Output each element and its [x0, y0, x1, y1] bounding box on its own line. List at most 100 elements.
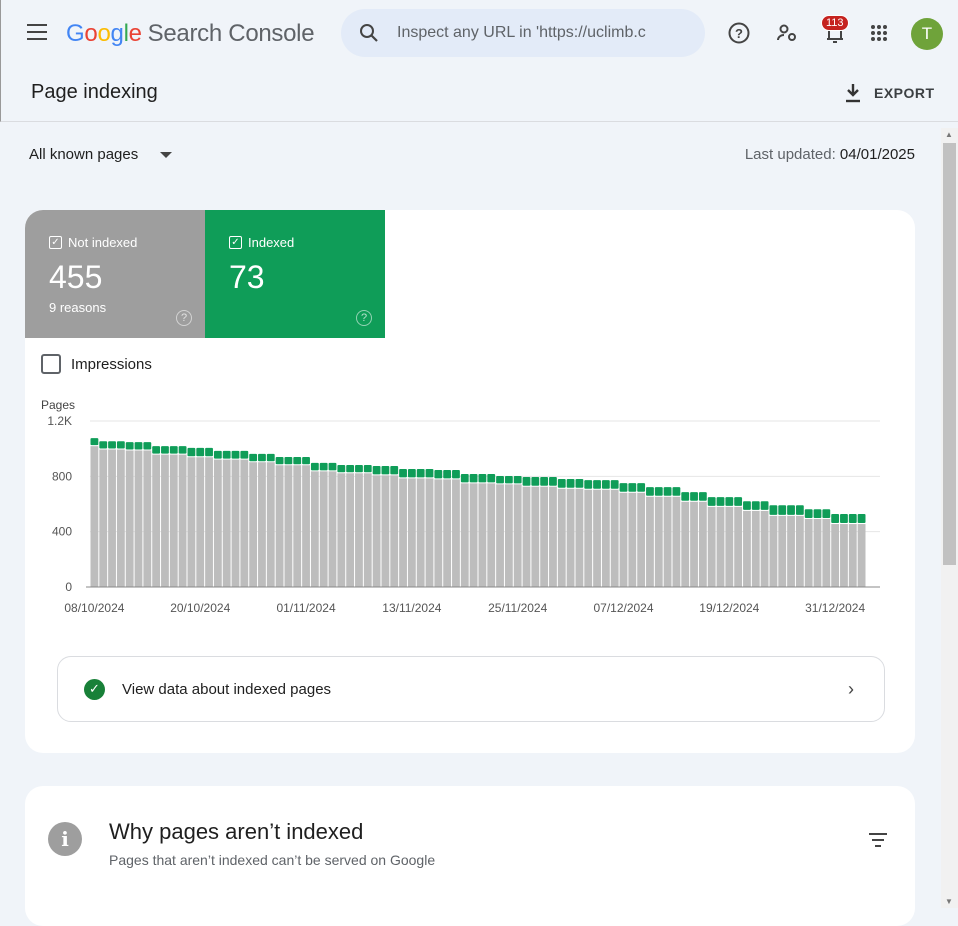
main-menu-icon[interactable] — [27, 24, 47, 40]
not-indexed-reasons: 9 reasons — [49, 300, 107, 315]
export-button[interactable]: EXPORT — [844, 83, 935, 103]
page-header: Page indexing EXPORT — [0, 68, 958, 122]
download-icon — [846, 84, 860, 103]
x-tick-label: 25/11/2024 — [488, 601, 547, 615]
bar-indexed — [407, 469, 416, 478]
bar-indexed — [434, 469, 443, 479]
bar-indexed — [646, 487, 654, 496]
scrollbar-thumb[interactable] — [943, 143, 956, 565]
bar-not-indexed — [240, 459, 249, 587]
bar-indexed — [619, 483, 628, 492]
account-avatar[interactable]: T — [911, 18, 943, 50]
bar-not-indexed — [416, 478, 425, 587]
bar-indexed — [196, 447, 205, 457]
last-updated-label: Last updated: — [744, 146, 836, 163]
url-inspect-search[interactable] — [341, 9, 705, 57]
dropdown-caret-icon — [160, 151, 173, 158]
bar-not-indexed — [795, 515, 804, 587]
bar-indexed — [557, 478, 566, 488]
impressions-checkbox[interactable]: Impressions — [41, 354, 152, 374]
bar-not-indexed — [161, 454, 169, 587]
bar-indexed — [443, 469, 452, 479]
chevron-right-icon: › — [848, 679, 854, 699]
bar-indexed — [284, 456, 293, 465]
help-icon[interactable]: ? — [176, 310, 192, 326]
bar-not-indexed — [328, 471, 337, 587]
bar-indexed — [831, 513, 840, 524]
bar-indexed — [452, 469, 460, 479]
bar-indexed — [161, 446, 169, 454]
bar-not-indexed — [840, 524, 848, 587]
bar-indexed — [760, 501, 769, 510]
bar-indexed — [654, 487, 663, 496]
bar-indexed — [540, 477, 549, 486]
bar-indexed — [249, 453, 258, 462]
scroll-up-icon[interactable]: ▲ — [945, 130, 953, 139]
bar-not-indexed — [601, 489, 610, 587]
pages-filter-dropdown[interactable]: All known pages — [29, 146, 173, 163]
bar-not-indexed — [407, 478, 416, 587]
bar-not-indexed — [831, 524, 840, 587]
bar-not-indexed — [549, 486, 557, 587]
bar-not-indexed — [522, 486, 531, 587]
bar-not-indexed — [610, 489, 619, 587]
bar-not-indexed — [540, 486, 549, 587]
bar-indexed — [275, 456, 284, 465]
bar-indexed — [302, 456, 310, 465]
bar-not-indexed — [769, 515, 778, 587]
y-tick-label: 1.2K — [47, 414, 72, 428]
bar-indexed — [355, 464, 363, 473]
user-settings-icon[interactable] — [774, 20, 800, 46]
bar-not-indexed — [566, 488, 575, 587]
view-indexed-pages-row[interactable]: ✓ View data about indexed pages › — [57, 656, 885, 722]
export-label: EXPORT — [874, 85, 935, 101]
page-scrollbar[interactable]: ▲ ▼ — [941, 128, 958, 908]
apps-grid-icon[interactable] — [866, 20, 892, 46]
bar-indexed — [778, 505, 787, 515]
bar-indexed — [848, 513, 857, 524]
help-icon[interactable]: ? — [726, 20, 752, 46]
bar-indexed — [504, 476, 513, 484]
bar-indexed — [663, 487, 672, 496]
pages-stacked-bar-chart: Pages 0 400 800 1.2K 08/10/2024 20/10/2024 01/… — [41, 398, 880, 615]
checkbox-checked-icon[interactable]: ✓ — [229, 236, 242, 249]
bar-indexed — [496, 476, 504, 484]
bar-not-indexed — [169, 454, 178, 587]
filter-list-icon[interactable] — [869, 833, 887, 851]
bar-indexed — [240, 450, 249, 459]
bar-not-indexed — [460, 483, 469, 587]
bar-indexed — [363, 464, 372, 473]
bar-indexed — [390, 465, 399, 475]
x-tick-label: 20/10/2024 — [170, 601, 230, 615]
scroll-down-icon[interactable]: ▼ — [945, 897, 953, 906]
bar-indexed — [672, 487, 681, 496]
bar-not-indexed — [504, 484, 513, 587]
bar-indexed — [178, 446, 187, 454]
last-updated: Last updated: 04/01/2025 — [745, 146, 915, 163]
indexed-tile[interactable]: ✓ Indexed 73 ? — [205, 210, 385, 338]
checkbox-checked-icon[interactable]: ✓ — [49, 236, 62, 249]
bar-not-indexed — [134, 450, 143, 587]
bar-indexed — [707, 497, 716, 506]
bar-not-indexed — [663, 496, 672, 587]
bar-not-indexed — [372, 475, 381, 587]
bar-not-indexed — [399, 478, 407, 587]
bar-not-indexed — [108, 449, 116, 587]
x-tick-label: 01/11/2024 — [276, 601, 335, 615]
url-inspect-input[interactable] — [397, 24, 657, 42]
bar-not-indexed — [231, 459, 240, 587]
bar-not-indexed — [152, 454, 161, 587]
bar-indexed — [716, 497, 725, 506]
bar-not-indexed — [654, 496, 663, 587]
not-indexed-tile[interactable]: ✓ Not indexed 455 9 reasons ? — [25, 210, 205, 338]
section-title: Why pages aren’t indexed — [109, 819, 364, 844]
bar-not-indexed — [848, 524, 857, 587]
bar-not-indexed — [390, 475, 399, 587]
bar-indexed — [266, 453, 275, 462]
help-icon[interactable]: ? — [356, 310, 372, 326]
bar-indexed — [813, 509, 822, 518]
search-console-logo[interactable]: Google Search Console — [66, 20, 315, 47]
impressions-label: Impressions — [71, 355, 152, 373]
check-circle-icon: ✓ — [84, 678, 105, 700]
